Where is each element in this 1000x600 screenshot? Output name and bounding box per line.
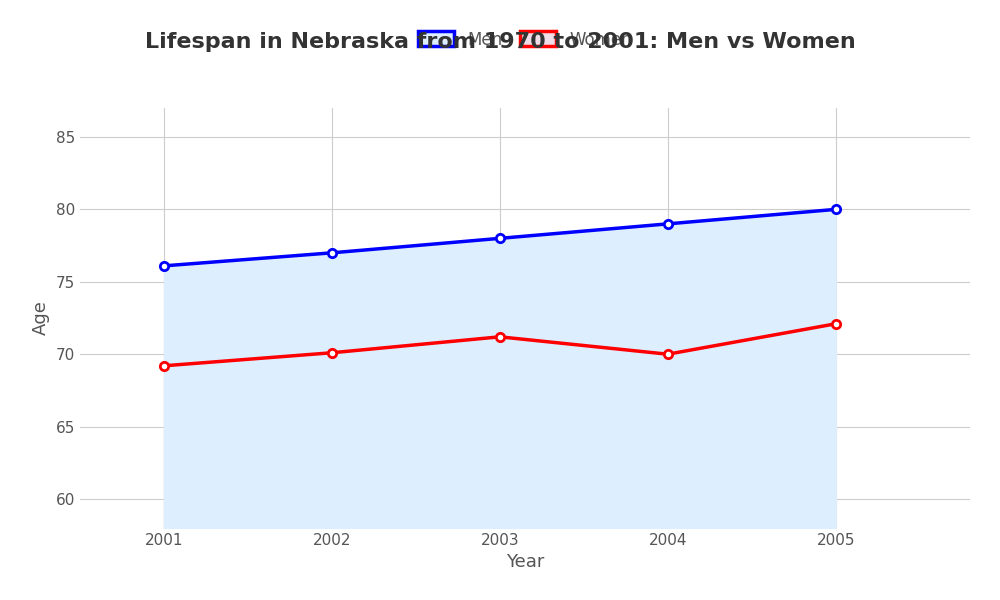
X-axis label: Year: Year (506, 553, 544, 571)
Legend: Men, Women: Men, Women (411, 24, 639, 55)
Text: Lifespan in Nebraska from 1970 to 2001: Men vs Women: Lifespan in Nebraska from 1970 to 2001: … (145, 32, 855, 52)
Y-axis label: Age: Age (32, 301, 50, 335)
